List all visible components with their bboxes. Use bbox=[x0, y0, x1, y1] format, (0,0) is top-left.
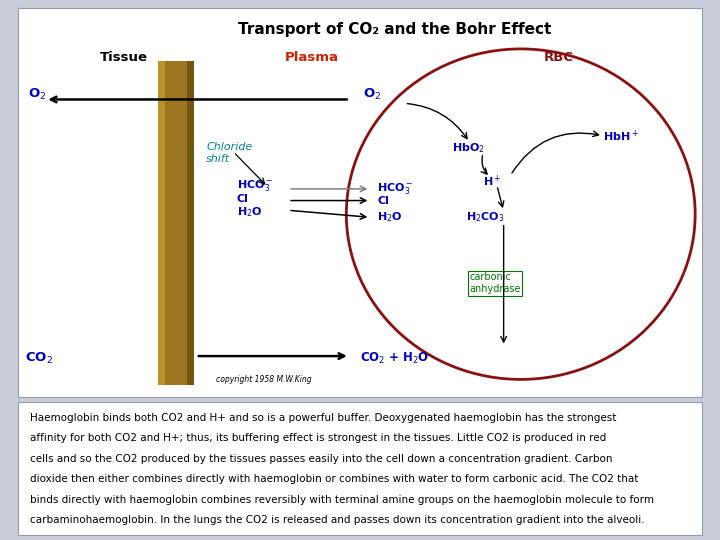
Text: O$_2$: O$_2$ bbox=[364, 87, 382, 102]
Text: RBC: RBC bbox=[544, 51, 573, 64]
Text: Chloride
shift: Chloride shift bbox=[206, 142, 253, 164]
Text: HCO$_3^-$: HCO$_3^-$ bbox=[377, 181, 413, 197]
FancyBboxPatch shape bbox=[18, 8, 702, 397]
Text: H$_2$CO$_3$: H$_2$CO$_3$ bbox=[466, 211, 505, 224]
Text: H$_2$O: H$_2$O bbox=[237, 205, 262, 219]
FancyBboxPatch shape bbox=[18, 402, 702, 535]
Text: Cl: Cl bbox=[237, 194, 248, 204]
Text: HbO$_2$: HbO$_2$ bbox=[452, 141, 485, 155]
Text: Tissue: Tissue bbox=[100, 51, 148, 64]
Text: H$^+$: H$^+$ bbox=[483, 173, 502, 189]
Text: binds directly with haemoglobin combines reversibly with terminal amine groups o: binds directly with haemoglobin combines… bbox=[30, 495, 654, 505]
Text: affinity for both CO2 and H+; thus, its buffering effect is strongest in the tis: affinity for both CO2 and H+; thus, its … bbox=[30, 434, 606, 443]
Text: copyright 1958 M.W.King: copyright 1958 M.W.King bbox=[217, 375, 312, 384]
Text: Haemoglobin binds both CO2 and H+ and so is a powerful buffer. Deoxygenated haem: Haemoglobin binds both CO2 and H+ and so… bbox=[30, 413, 617, 423]
Text: dioxide then either combines directly with haemoglobin or combines with water to: dioxide then either combines directly wi… bbox=[30, 475, 639, 484]
Text: cells and so the CO2 produced by the tissues passes easily into the cell down a : cells and so the CO2 produced by the tis… bbox=[30, 454, 613, 464]
Text: HbH$^+$: HbH$^+$ bbox=[603, 129, 639, 144]
Text: Cl: Cl bbox=[377, 195, 389, 206]
Text: H$_2$O: H$_2$O bbox=[377, 211, 402, 224]
Text: carbonic
anhydrase: carbonic anhydrase bbox=[469, 273, 521, 294]
Text: Plasma: Plasma bbox=[285, 51, 339, 64]
Text: CO$_2$: CO$_2$ bbox=[24, 350, 53, 366]
Text: carbaminohaemoglobin. In the lungs the CO2 is released and passes down its conce: carbaminohaemoglobin. In the lungs the C… bbox=[30, 515, 645, 525]
Text: O$_2$: O$_2$ bbox=[28, 87, 47, 102]
Text: HCO$_3^-$: HCO$_3^-$ bbox=[237, 178, 273, 192]
Text: Transport of CO₂ and the Bohr Effect: Transport of CO₂ and the Bohr Effect bbox=[238, 22, 551, 37]
Text: CO$_2$ + H$_2$O: CO$_2$ + H$_2$O bbox=[360, 350, 429, 366]
Bar bbox=[187, 60, 194, 385]
Bar bbox=[158, 60, 194, 385]
Bar bbox=[158, 60, 165, 385]
